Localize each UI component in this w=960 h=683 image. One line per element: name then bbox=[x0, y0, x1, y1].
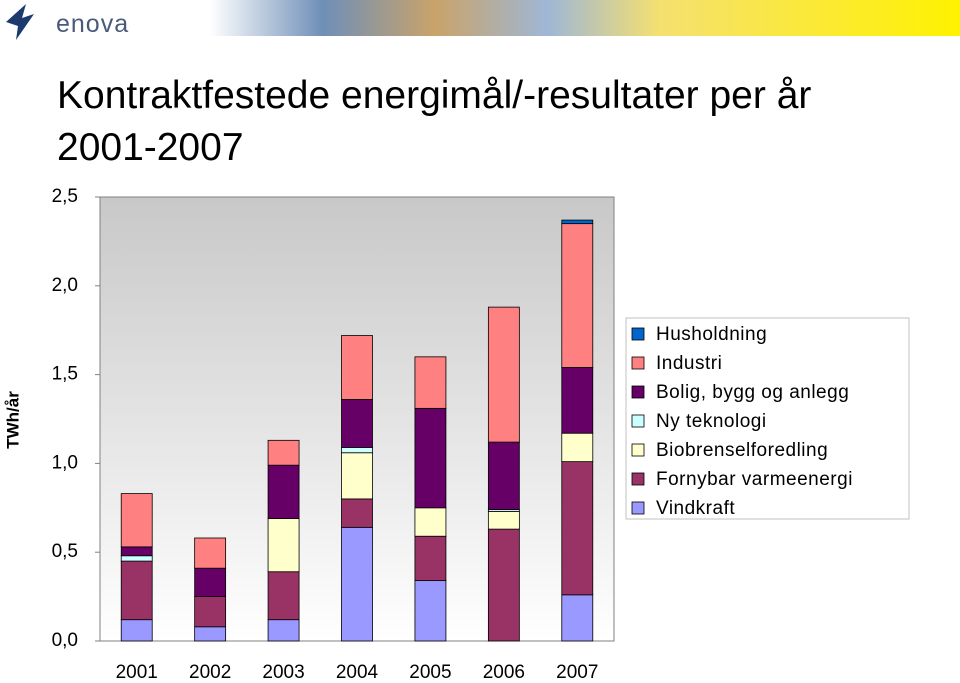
legend-label: Ny teknologi bbox=[656, 411, 767, 432]
bar-segment bbox=[414, 580, 447, 642]
legend-label: Industri bbox=[656, 353, 722, 374]
bar-segment bbox=[341, 399, 373, 448]
bar-segment bbox=[194, 596, 227, 628]
bar-segment bbox=[341, 526, 373, 642]
bar-segment bbox=[120, 493, 153, 548]
bar-segment bbox=[194, 567, 227, 598]
chart-title: Kontraktfestede energimål/-resultater pe… bbox=[57, 74, 812, 169]
bar-segment bbox=[120, 546, 153, 557]
logo-text: enova bbox=[56, 10, 130, 38]
legend-swatch bbox=[631, 356, 645, 370]
x-tick-label: 2007 bbox=[556, 662, 598, 683]
legend-swatch bbox=[631, 327, 645, 341]
bar-segment bbox=[267, 619, 300, 642]
bar-segment bbox=[414, 407, 447, 509]
legend-label: Vindkraft bbox=[656, 498, 735, 519]
bar-segment bbox=[341, 452, 373, 500]
bar-segment bbox=[120, 560, 153, 621]
bar-segment bbox=[487, 306, 520, 443]
legend-label: Biobrenselforedling bbox=[656, 440, 828, 461]
y-tick-label: 0,5 bbox=[52, 541, 78, 562]
bar-segment bbox=[194, 626, 227, 642]
y-tick-label: 2,0 bbox=[52, 275, 78, 296]
legend-swatch bbox=[631, 385, 645, 399]
legend bbox=[625, 317, 910, 520]
legend-swatch bbox=[631, 414, 645, 428]
y-axis-label: TWh/år bbox=[3, 391, 22, 449]
bar-segment bbox=[120, 555, 153, 562]
bar-segment bbox=[120, 619, 153, 642]
logo-icon bbox=[6, 4, 34, 40]
bar-segment bbox=[487, 441, 520, 510]
legend-label: Husholdning bbox=[656, 324, 767, 345]
legend-label: Bolig, bygg og anlegg bbox=[656, 382, 849, 403]
bar-segment bbox=[561, 219, 594, 225]
x-tick-label: 2004 bbox=[336, 662, 379, 683]
bar-segment bbox=[414, 356, 447, 409]
bar-segment bbox=[267, 464, 300, 519]
x-tick-label: 2005 bbox=[409, 662, 451, 683]
x-tick-label: 2003 bbox=[262, 662, 304, 683]
legend-swatch bbox=[631, 501, 645, 515]
bar-segment bbox=[561, 223, 594, 368]
legend-swatch bbox=[631, 472, 645, 486]
bar-segment bbox=[561, 367, 594, 434]
bar-segment bbox=[267, 439, 300, 466]
bar-segment bbox=[561, 432, 594, 463]
bar-segment bbox=[561, 461, 594, 596]
x-tick-label: 2001 bbox=[116, 662, 158, 683]
bar-segment bbox=[267, 571, 300, 621]
y-tick-label: 0,0 bbox=[52, 630, 78, 651]
bar-segment bbox=[487, 528, 520, 642]
y-tick-label: 1,5 bbox=[52, 364, 78, 385]
bar-segment bbox=[341, 447, 373, 454]
header-banner bbox=[210, 0, 960, 36]
bar-segment bbox=[414, 535, 447, 582]
bar-segment bbox=[414, 507, 447, 537]
bar-segment bbox=[194, 537, 227, 569]
bar-segment bbox=[267, 518, 300, 573]
bar-segment bbox=[561, 594, 594, 642]
x-tick-label: 2002 bbox=[189, 662, 231, 683]
bar-segment bbox=[487, 510, 520, 530]
y-tick-label: 1,0 bbox=[52, 452, 78, 473]
legend-label: Fornybar varmeenergi bbox=[656, 469, 853, 490]
y-tick-label: 2,5 bbox=[52, 186, 78, 207]
bar-segment bbox=[341, 498, 373, 528]
bar-segment bbox=[341, 335, 373, 400]
legend-swatch bbox=[631, 443, 645, 457]
x-tick-label: 2006 bbox=[483, 662, 525, 683]
